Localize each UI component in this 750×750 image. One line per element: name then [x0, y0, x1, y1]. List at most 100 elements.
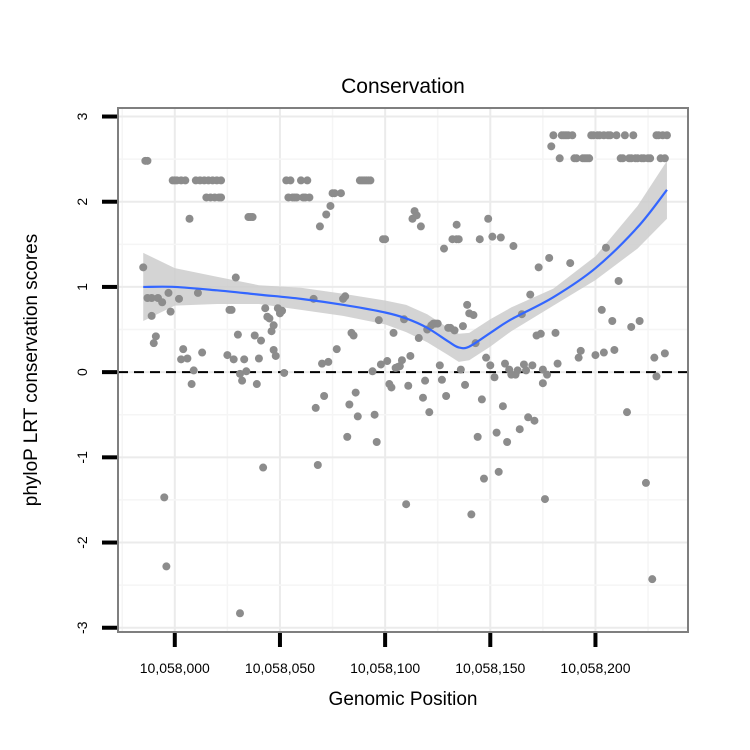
data-point	[606, 131, 615, 140]
data-point	[343, 432, 352, 441]
data-point	[235, 369, 244, 378]
data-point	[652, 372, 661, 381]
data-point	[254, 354, 263, 363]
data-point	[484, 214, 493, 223]
data-point	[412, 211, 421, 220]
data-point	[374, 316, 383, 325]
data-point	[139, 263, 148, 272]
data-point	[250, 331, 259, 340]
data-point	[179, 345, 188, 354]
data-point	[597, 305, 606, 314]
data-point	[566, 259, 575, 268]
data-point	[143, 156, 152, 165]
smooth-line	[143, 189, 668, 350]
data-point	[545, 253, 554, 262]
data-point	[257, 336, 266, 345]
data-point	[437, 375, 446, 384]
y-tick-label: 3	[74, 112, 90, 120]
data-point	[231, 273, 240, 282]
data-point	[322, 210, 331, 219]
x-axis-label: Genomic Position	[329, 689, 478, 710]
data-point	[238, 376, 247, 385]
data-point	[601, 243, 610, 252]
data-point	[425, 408, 434, 417]
data-point	[482, 353, 491, 362]
data-point	[452, 220, 461, 229]
data-point	[227, 305, 236, 314]
data-point	[442, 391, 451, 400]
data-point	[618, 154, 627, 163]
data-point	[235, 609, 244, 618]
data-point	[387, 383, 396, 392]
data-point	[183, 354, 192, 363]
data-point	[368, 367, 377, 376]
data-point	[490, 373, 499, 382]
data-point	[164, 288, 173, 297]
data-point	[187, 380, 196, 389]
data-point	[370, 410, 379, 419]
data-point	[147, 311, 156, 320]
data-point	[479, 474, 488, 483]
data-point	[585, 154, 594, 163]
data-point	[252, 380, 261, 389]
y-tick-label: 0	[74, 368, 90, 376]
data-point	[332, 345, 341, 354]
data-point	[475, 235, 484, 244]
data-point	[414, 334, 423, 343]
data-point	[620, 131, 629, 140]
data-point	[463, 300, 472, 309]
data-point	[467, 510, 476, 519]
data-point	[406, 351, 415, 360]
data-point	[174, 294, 183, 303]
data-point	[240, 355, 249, 364]
data-point	[450, 326, 459, 335]
data-point	[623, 408, 632, 417]
data-point	[568, 131, 577, 140]
smooth-line-layer	[143, 189, 668, 350]
data-point	[151, 332, 160, 341]
data-point	[549, 131, 558, 140]
data-point	[185, 214, 194, 223]
data-point	[324, 357, 333, 366]
data-point	[248, 213, 257, 222]
x-axis-ticks: 10,058,000 10,058,050 10,058,100 10,058,150…	[140, 633, 631, 676]
data-point	[217, 176, 226, 185]
data-point	[162, 562, 171, 571]
data-point	[591, 351, 600, 360]
data-point	[662, 131, 671, 140]
data-point	[320, 391, 329, 400]
data-point	[599, 348, 608, 357]
data-point	[610, 345, 619, 354]
data-point	[318, 359, 327, 368]
data-point	[641, 478, 650, 487]
data-point	[259, 463, 268, 472]
data-point	[553, 359, 562, 368]
data-point	[416, 222, 425, 231]
data-point	[635, 317, 644, 326]
data-point	[660, 154, 669, 163]
data-point	[269, 321, 278, 330]
data-point	[286, 176, 295, 185]
data-point	[574, 353, 583, 362]
data-point	[456, 365, 465, 374]
data-point	[524, 413, 533, 422]
data-point	[330, 189, 339, 198]
data-point	[461, 380, 470, 389]
data-point	[488, 232, 497, 241]
data-point	[166, 307, 175, 316]
data-point	[494, 467, 503, 476]
data-point	[503, 437, 512, 446]
data-point	[498, 402, 507, 411]
data-point	[265, 314, 274, 323]
data-point	[313, 461, 322, 470]
data-point	[383, 357, 392, 366]
chart-title: Conservation	[341, 75, 465, 98]
y-tick-label: -3	[74, 621, 90, 634]
data-point	[402, 500, 411, 509]
data-point	[336, 189, 345, 198]
data-point	[421, 376, 430, 385]
data-point	[189, 366, 198, 375]
data-point	[473, 432, 482, 441]
